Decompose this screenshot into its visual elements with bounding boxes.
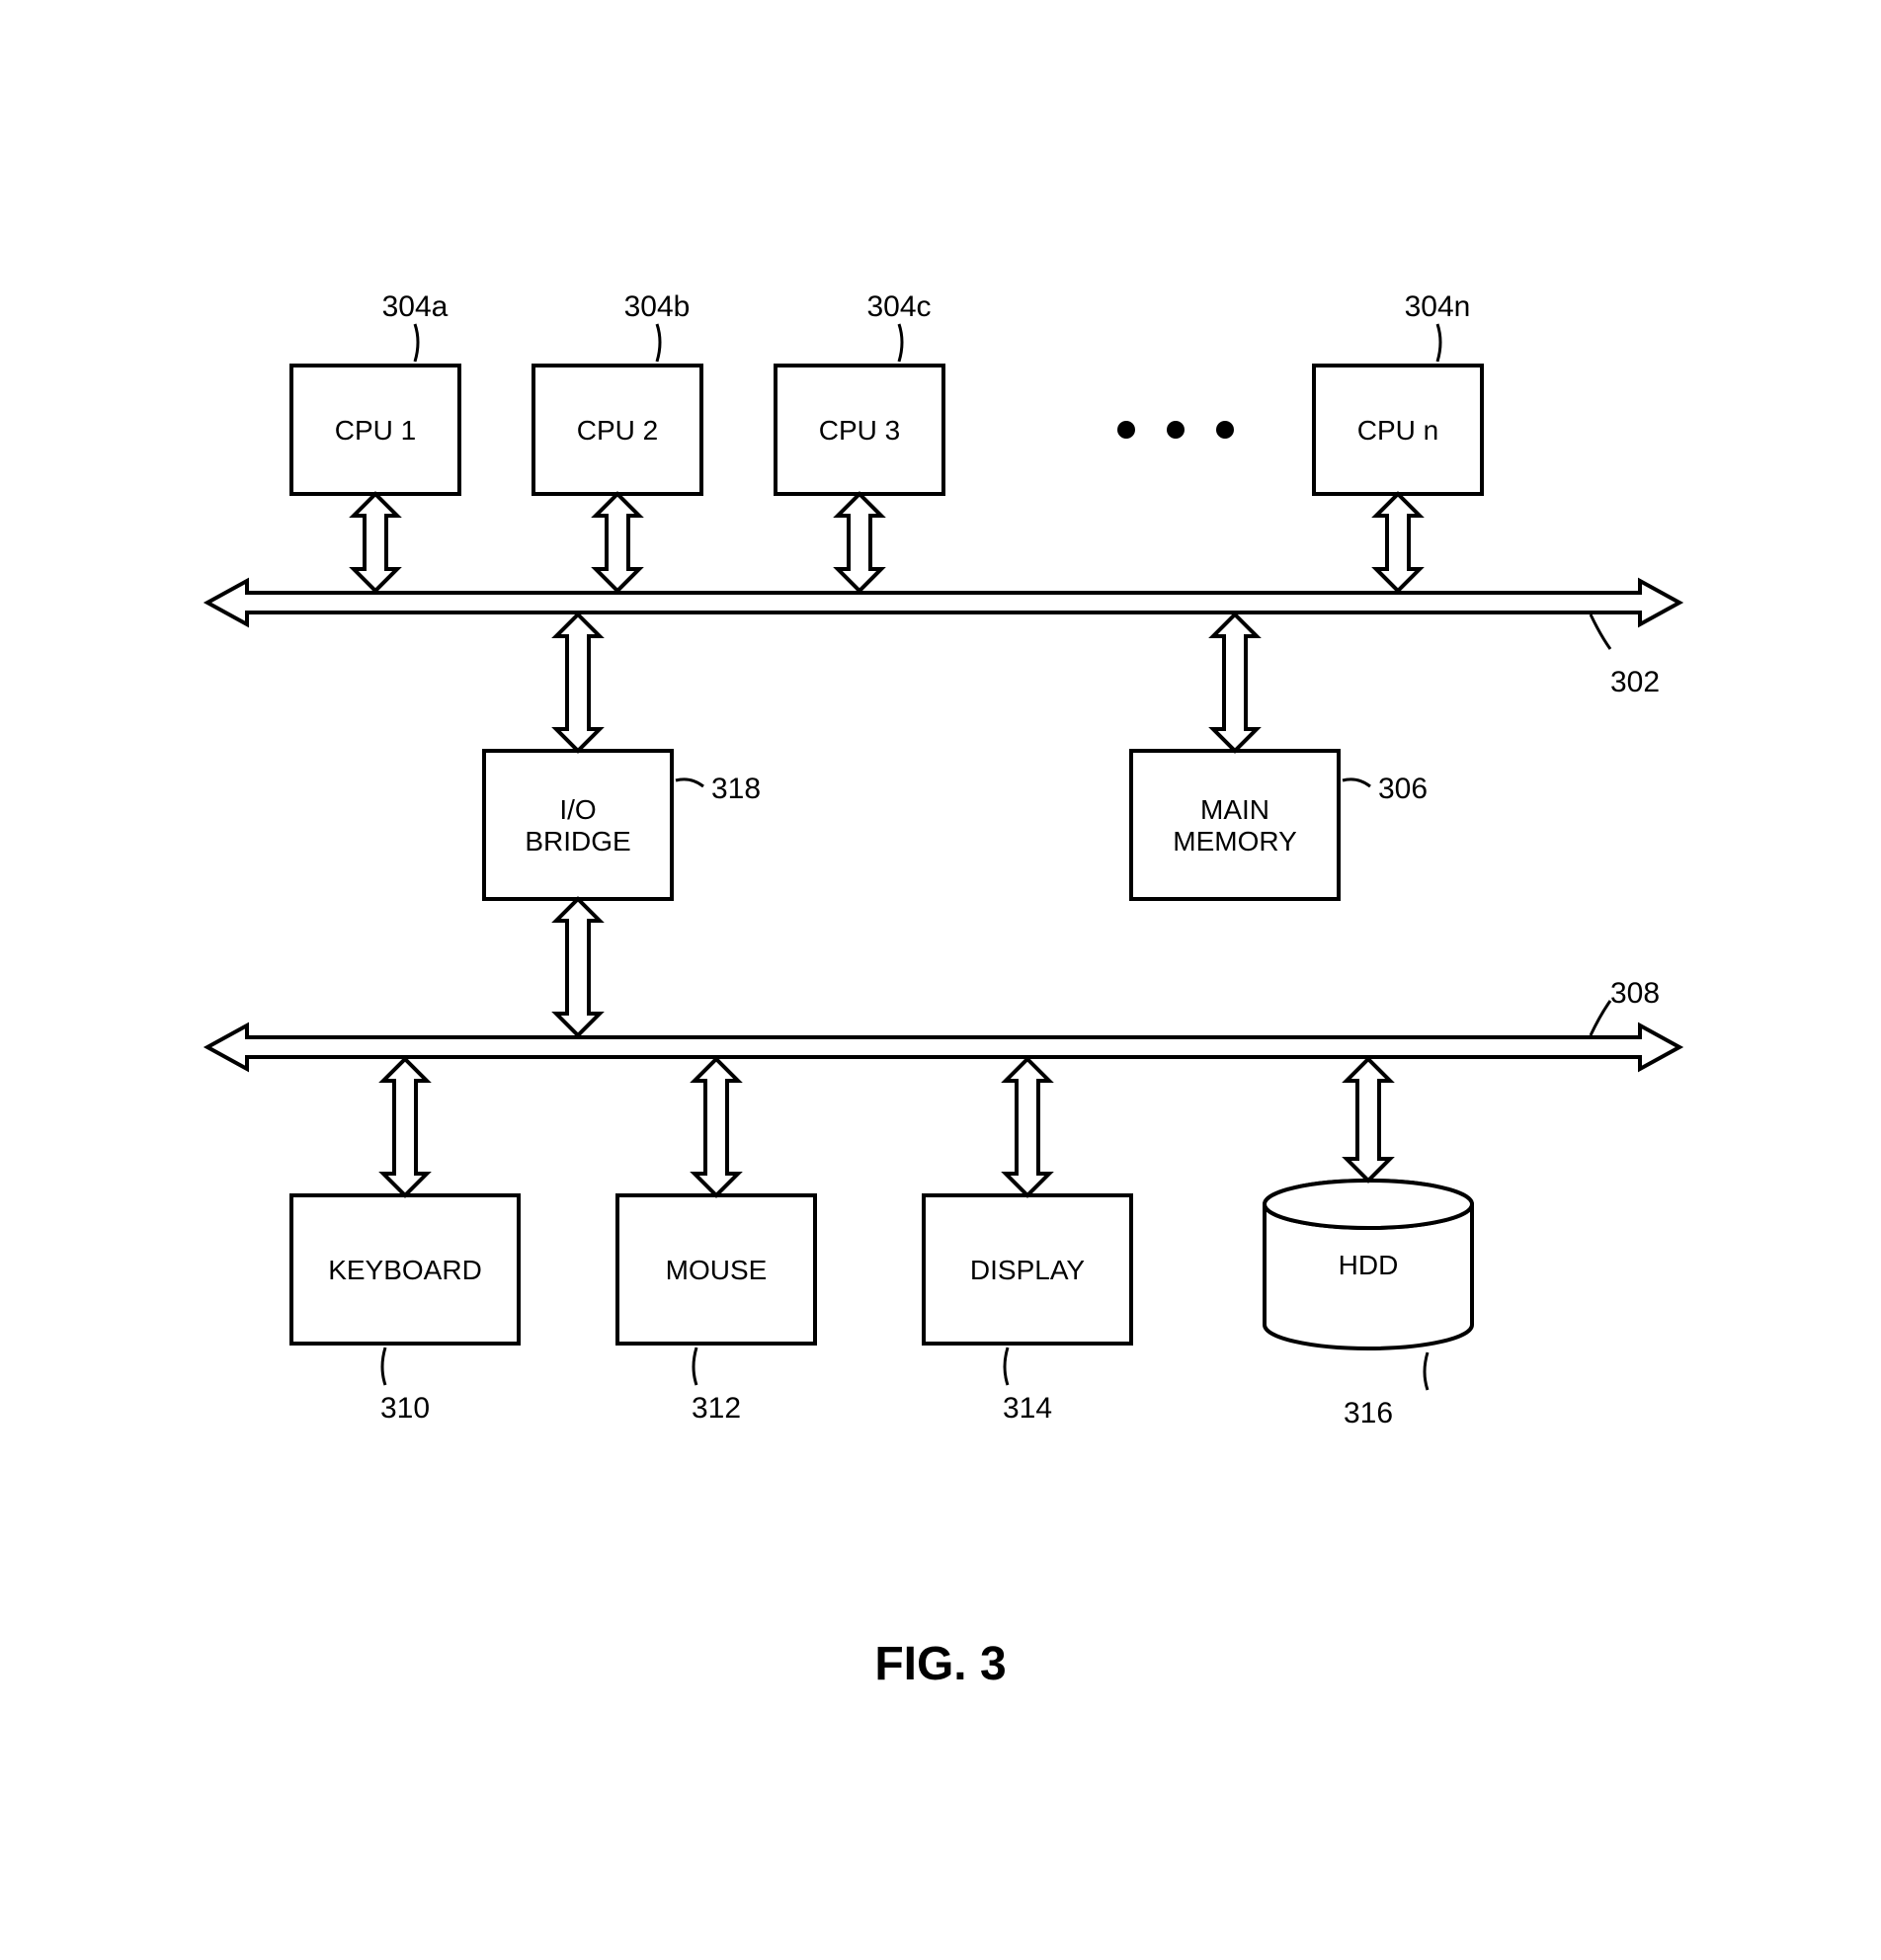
node-hdd: HDD 316: [1265, 1181, 1472, 1429]
io-bridge-box: [484, 751, 672, 899]
cpu1-conn-0: [354, 494, 397, 591]
hdd-top: [1265, 1181, 1472, 1228]
mouse-ref-label: 312: [692, 1392, 741, 1425]
mouse-ref-tick: [694, 1348, 696, 1385]
display-ref-label: 314: [1003, 1392, 1052, 1425]
io-bus-ref-label: 308: [1610, 977, 1660, 1010]
hdd-ref-tick: [1425, 1352, 1428, 1390]
block-diagram: 302 308 CPU 1 304a CPU 2 304b CPU 3 304c CPU n 30…: [0, 0, 1881, 1960]
cpu1-ref-tick: [415, 324, 418, 362]
main-memory-label-1: MEMORY: [1173, 826, 1297, 857]
io-bridge-ref-label: 318: [711, 773, 761, 805]
main-memory-ref-tick: [1343, 779, 1370, 786]
node-mouse: MOUSE 312: [617, 1195, 815, 1425]
hdd-conn-0: [1347, 1059, 1390, 1181]
node-io-bridge: I/OBRIDGE 318: [484, 751, 761, 899]
ellipsis-dot-1: [1167, 421, 1185, 439]
mouse-conn-0: [695, 1059, 738, 1195]
node-display: DISPLAY 314: [924, 1195, 1131, 1425]
cpu3-ref-label: 304c: [866, 290, 931, 323]
main-memory-ref-label: 306: [1378, 773, 1428, 805]
io-bus: [207, 1025, 1679, 1069]
cpu3-conn-0: [838, 494, 881, 591]
io-bus-ref-tick: [1591, 1001, 1610, 1035]
io-bridge-label-1: BRIDGE: [525, 826, 630, 857]
hdd-ref-label: 316: [1344, 1397, 1393, 1429]
ellipsis-dot-0: [1117, 421, 1135, 439]
main-memory-label-0: MAIN: [1200, 794, 1269, 825]
node-cpu2: CPU 2 304b: [533, 290, 701, 494]
io-bridge-label-0: I/O: [559, 794, 596, 825]
mouse-label-0: MOUSE: [666, 1255, 768, 1285]
keyboard-conn-0: [383, 1059, 427, 1195]
io-bridge-conn-1: [556, 899, 600, 1035]
cpu3-label-0: CPU 3: [819, 415, 900, 446]
system-bus-ref-tick: [1591, 614, 1610, 649]
cpun-conn-0: [1376, 494, 1420, 591]
cpu1-ref-label: 304a: [382, 290, 449, 323]
display-label-0: DISPLAY: [970, 1255, 1086, 1285]
node-cpu1: CPU 1 304a: [291, 290, 459, 494]
main-memory-conn-0: [1213, 614, 1257, 751]
cpun-ref-label: 304n: [1405, 290, 1471, 323]
cpun-ref-tick: [1437, 324, 1440, 362]
figure-label: FIG. 3: [874, 1638, 1006, 1690]
cpu2-ref-label: 304b: [624, 290, 691, 323]
cpu2-conn-0: [596, 494, 639, 591]
display-conn-0: [1006, 1059, 1049, 1195]
cpu3-ref-tick: [899, 324, 902, 362]
main-memory-box: [1131, 751, 1339, 899]
node-cpun: CPU n 304n: [1314, 290, 1482, 494]
system-bus: [207, 581, 1679, 624]
io-bridge-ref-tick: [676, 779, 703, 786]
ellipsis-dot-2: [1216, 421, 1234, 439]
cpu2-label-0: CPU 2: [577, 415, 658, 446]
node-main-memory: MAINMEMORY 306: [1131, 751, 1428, 899]
keyboard-ref-tick: [382, 1348, 385, 1385]
cpu2-ref-tick: [657, 324, 660, 362]
node-keyboard: KEYBOARD 310: [291, 1195, 519, 1425]
cpun-label-0: CPU n: [1357, 415, 1438, 446]
cpu1-label-0: CPU 1: [335, 415, 416, 446]
display-ref-tick: [1005, 1348, 1008, 1385]
system-bus-ref-label: 302: [1610, 666, 1660, 698]
node-cpu3: CPU 3 304c: [776, 290, 943, 494]
keyboard-ref-label: 310: [380, 1392, 430, 1425]
hdd-label-0: HDD: [1339, 1250, 1399, 1280]
io-bridge-conn-0: [556, 614, 600, 751]
keyboard-label-0: KEYBOARD: [328, 1255, 482, 1285]
